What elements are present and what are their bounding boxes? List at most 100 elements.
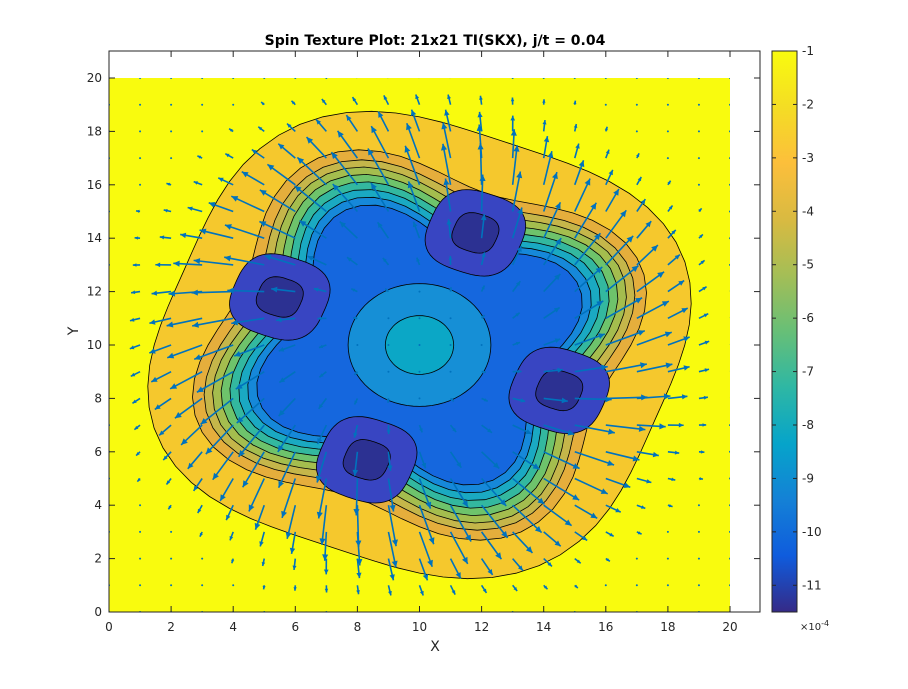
x-axis-label: X bbox=[430, 639, 440, 655]
spin-arrow bbox=[698, 233, 704, 239]
spin-arrow bbox=[512, 477, 545, 505]
colorbar-tick-label: -7 bbox=[802, 365, 814, 379]
x-tick-label: 2 bbox=[167, 620, 175, 634]
quiver-layer bbox=[109, 78, 730, 612]
spin-arrow bbox=[299, 220, 327, 239]
spin-arrow bbox=[386, 425, 391, 435]
spin-arrow bbox=[353, 478, 360, 516]
spin-arrow bbox=[158, 424, 172, 436]
spin-arrow bbox=[447, 94, 452, 105]
spin-arrow bbox=[667, 307, 689, 320]
y-tick-label: 8 bbox=[94, 391, 102, 405]
spin-arrow bbox=[318, 397, 327, 410]
spin-arrow bbox=[346, 256, 358, 266]
spin-arrow bbox=[135, 451, 141, 457]
spin-arrow bbox=[232, 78, 235, 79]
spin-arrow bbox=[151, 290, 172, 296]
spin-arrow bbox=[512, 397, 526, 403]
spin-arrow bbox=[266, 163, 296, 186]
spin-arrow bbox=[449, 504, 472, 542]
spin-arrow bbox=[605, 169, 614, 186]
spin-arrow bbox=[406, 122, 421, 159]
spin-arrow bbox=[271, 286, 296, 293]
spin-arrow bbox=[729, 78, 730, 79]
spin-arrow bbox=[512, 531, 534, 554]
spin-arrow bbox=[543, 338, 561, 346]
y-tick-label: 4 bbox=[94, 498, 102, 512]
spin-arrow bbox=[224, 224, 265, 239]
spin-arrow bbox=[262, 585, 266, 590]
x-tick-label: 12 bbox=[474, 620, 489, 634]
y-axis-ticks: 0 2 4 6 8 10 12 14 16 18 20 bbox=[87, 71, 760, 619]
spin-arrow bbox=[512, 312, 521, 319]
colorbar-tick-label: -8 bbox=[802, 418, 814, 432]
spin-arrow bbox=[418, 531, 433, 568]
spin-arrow bbox=[192, 317, 234, 328]
spin-arrow bbox=[729, 263, 730, 266]
spin-arrow bbox=[542, 150, 554, 185]
x-tick-label: 20 bbox=[722, 620, 737, 634]
spin-arrow bbox=[418, 317, 421, 320]
spin-arrow bbox=[132, 263, 141, 267]
spin-arrow bbox=[605, 149, 610, 159]
spin-arrow bbox=[139, 557, 142, 560]
spin-arrow bbox=[318, 344, 327, 349]
y-tick-label: 20 bbox=[87, 71, 102, 85]
spin-arrow bbox=[169, 370, 203, 390]
spin-arrow bbox=[667, 477, 676, 481]
spin-arrow bbox=[729, 450, 730, 453]
spin-arrow bbox=[574, 364, 608, 373]
spin-arrow bbox=[605, 362, 647, 373]
spin-arrow bbox=[543, 397, 568, 404]
spin-arrow bbox=[352, 451, 359, 476]
spin-arrow bbox=[352, 316, 358, 320]
spin-arrow bbox=[667, 279, 685, 293]
spin-arrow bbox=[418, 290, 421, 293]
colorbar-tick-label: -4 bbox=[802, 204, 814, 218]
spin-arrow bbox=[605, 297, 643, 319]
spin-arrow bbox=[698, 395, 709, 400]
spin-arrow bbox=[130, 290, 141, 295]
spin-arrow bbox=[441, 122, 452, 159]
spin-arrow bbox=[167, 504, 172, 510]
spin-arrow bbox=[635, 103, 638, 106]
spin-arrow bbox=[729, 584, 730, 587]
spin-arrow bbox=[154, 397, 172, 411]
spin-arrow bbox=[636, 504, 646, 510]
spin-arrow bbox=[384, 287, 389, 293]
colorbar-tick-label: -3 bbox=[802, 151, 814, 165]
spin-arrow bbox=[480, 214, 487, 239]
spin-arrow bbox=[480, 558, 494, 576]
spin-arrow bbox=[697, 157, 700, 160]
spin-arrow bbox=[278, 344, 296, 352]
spin-arrow bbox=[170, 157, 173, 160]
spin-arrow bbox=[574, 424, 615, 435]
y-tick-label: 0 bbox=[94, 605, 102, 619]
spin-arrow bbox=[604, 584, 607, 587]
spin-arrow bbox=[193, 180, 203, 186]
spin-arrow bbox=[136, 477, 141, 483]
spin-arrow bbox=[729, 130, 730, 133]
spin-arrow bbox=[166, 182, 172, 186]
spin-arrow bbox=[313, 287, 327, 293]
spin-arrow bbox=[199, 531, 203, 537]
spin-arrow bbox=[512, 451, 540, 470]
spin-arrow bbox=[574, 451, 615, 466]
spin-arrow bbox=[574, 477, 609, 495]
spin-arrow bbox=[132, 397, 141, 404]
x-tick-label: 4 bbox=[229, 620, 237, 634]
spin-arrow bbox=[276, 317, 296, 323]
spin-arrow bbox=[605, 235, 634, 266]
spin-arrow bbox=[205, 424, 234, 455]
spin-arrow bbox=[450, 397, 455, 403]
spin-arrow bbox=[697, 78, 700, 79]
spin-arrow bbox=[480, 531, 503, 560]
spin-arrow bbox=[193, 258, 234, 266]
spin-arrow bbox=[479, 95, 483, 105]
spin-arrow bbox=[139, 130, 142, 133]
spin-arrow bbox=[666, 557, 669, 560]
spin-arrow bbox=[387, 478, 396, 512]
spin-arrow bbox=[666, 157, 669, 160]
spin-arrow bbox=[636, 477, 652, 484]
spin-arrow bbox=[729, 504, 730, 507]
